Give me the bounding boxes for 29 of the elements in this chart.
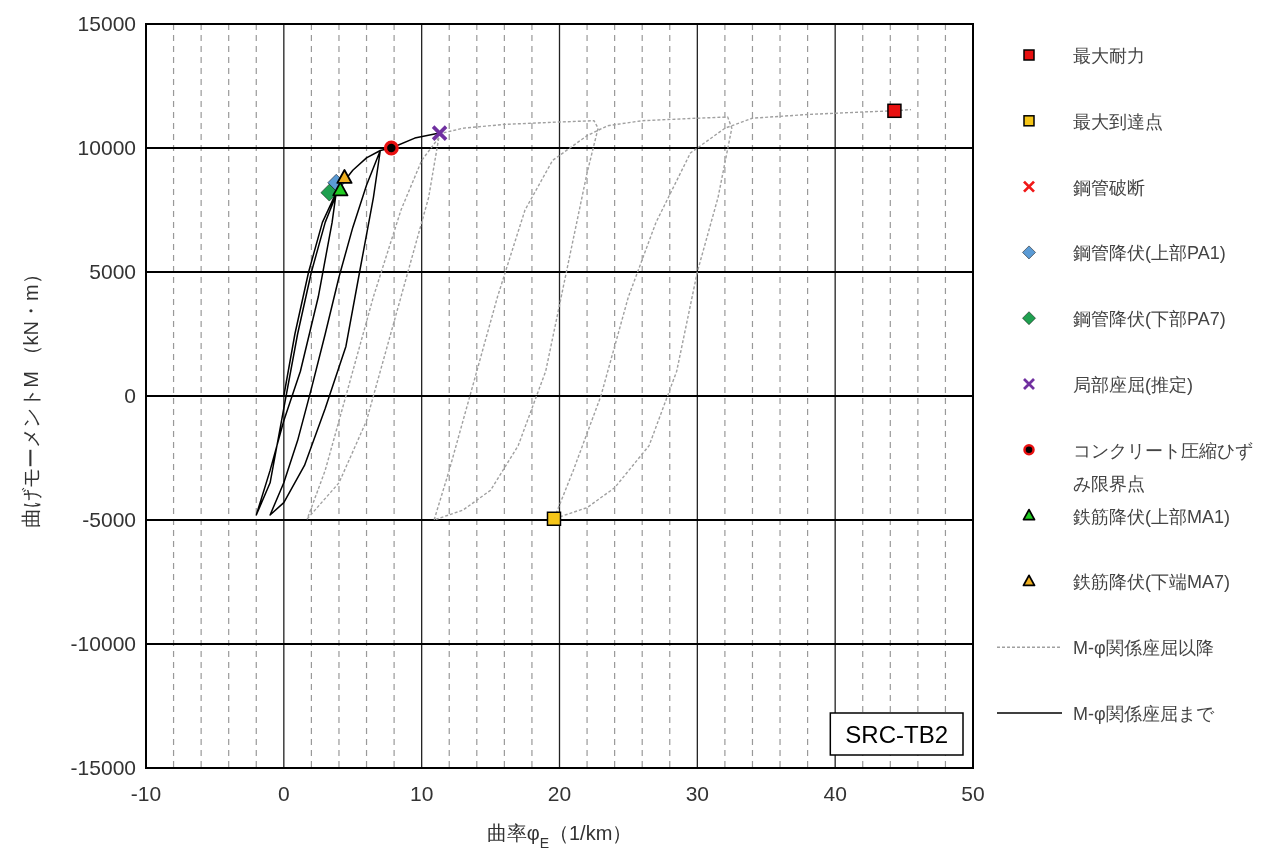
x-tick-label: -10 (130, 782, 162, 805)
legend-label: M-φ関係座屈以降 (1073, 638, 1214, 659)
y-tick-label: -5000 (82, 508, 136, 531)
legend-label: 鋼管破断 (1073, 177, 1145, 198)
annotation: SRC-TB2 (845, 721, 948, 748)
legend-label: 鉄筋降伏(下端MA7) (1073, 572, 1230, 593)
legend-label: 最大到達点 (1073, 111, 1163, 132)
legend-label: 最大耐力 (1073, 46, 1145, 66)
legend-label: コンクリート圧縮ひずみ限界点 (1073, 440, 1253, 494)
legend-label: 局部座屈(推定) (1073, 375, 1193, 395)
x-tick-label: 40 (823, 782, 847, 805)
y-tick-label: 15000 (77, 12, 136, 35)
x-tick-label: 50 (961, 782, 985, 805)
x-tick-label: 30 (685, 782, 710, 805)
y-tick-label: -10000 (70, 632, 136, 655)
legend-label: M-φ関係座屈まで (1073, 704, 1215, 724)
legend-label: 鉄筋降伏(上部MA1) (1073, 506, 1230, 527)
x-tick-label: 20 (547, 782, 572, 805)
y-axis-title: 曲げモーメントM （kN・m） (20, 264, 42, 528)
y-tick-label: 5000 (89, 260, 136, 283)
legend-label: 鋼管降伏(下部PA7) (1073, 309, 1226, 330)
y-tick-label: 10000 (77, 136, 136, 159)
x-tick-label: 10 (409, 782, 434, 805)
annotation: SRC-TB2 (829, 712, 964, 756)
x-tick-label: 0 (277, 782, 290, 805)
x-axis-title: 曲率φ$_{E}$（1/km） (486, 822, 633, 851)
legend-label: 鋼管降伏(上部PA1) (1073, 243, 1226, 264)
y-tick-label: 0 (124, 384, 136, 407)
y-tick-label: -15000 (70, 756, 136, 779)
